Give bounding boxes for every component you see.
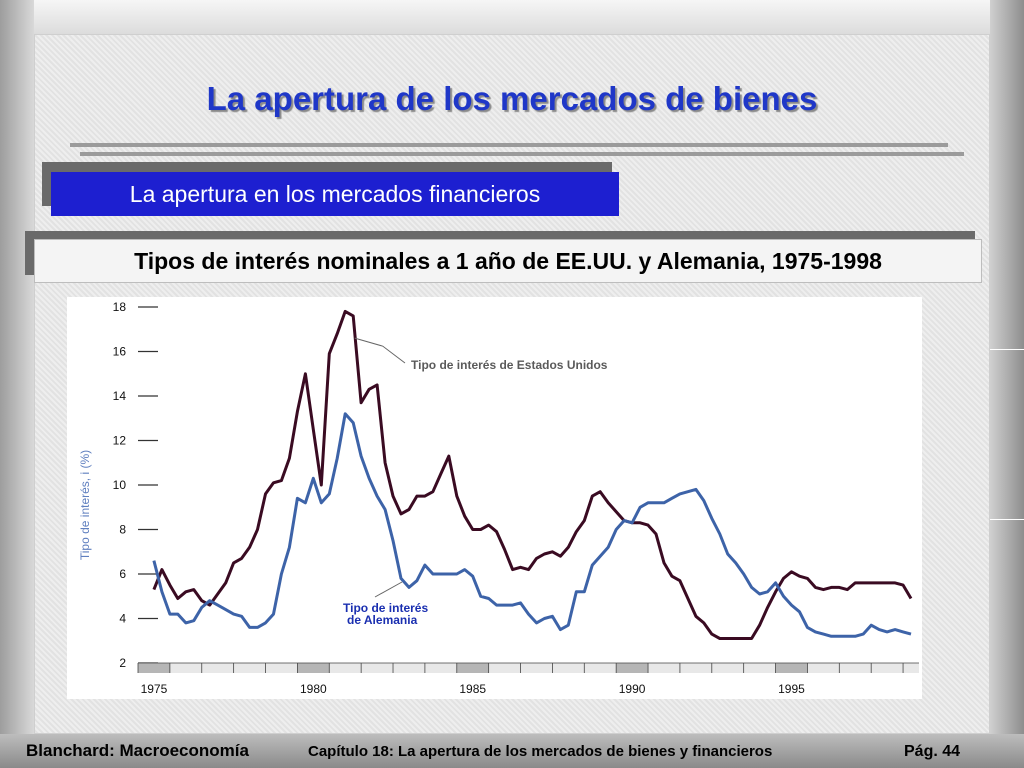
subtitle-box: La apertura en los mercados financieros — [51, 172, 619, 216]
frame-bevel-right — [990, 0, 1024, 768]
x-tick-label: 1985 — [459, 682, 486, 696]
title-rule-lower — [80, 152, 964, 156]
germany-annotation-leader — [374, 581, 403, 598]
germany-annotation-label-line2: de Alemania — [347, 613, 418, 627]
us-annotation-label: Tipo de interés de Estados Unidos — [411, 358, 608, 372]
y-tick-label: 10 — [113, 478, 127, 492]
germany-interest-rate-line — [152, 412, 912, 638]
slide-title: La apertura de los mercados de bienes — [206, 80, 818, 117]
footer-chapter: Capítulo 18: La apertura de los mercados… — [308, 743, 773, 760]
frame-bevel-left — [0, 0, 34, 768]
chart-background — [67, 297, 922, 699]
subtitle-text: La apertura en los mercados financieros — [129, 180, 541, 207]
frame-bevel-bottom — [0, 734, 1024, 768]
footer-page-number: Pág. 44 — [904, 743, 961, 760]
x-axis-band-highlight — [297, 663, 330, 673]
y-tick-label: 12 — [113, 434, 127, 448]
title-rule-upper — [70, 143, 948, 147]
x-tick-label: 1980 — [300, 682, 327, 696]
footer-author: Blanchard: Macroeconomía — [26, 741, 249, 760]
y-tick-label: 14 — [113, 389, 127, 403]
frame-bevel-top — [0, 0, 1024, 34]
y-axis-label: Tipo de interés, i (%) — [78, 450, 92, 560]
x-axis-band-highlight — [616, 663, 649, 673]
y-tick-label: 4 — [119, 612, 126, 626]
chart-heading-text: Tipos de interés nominales a 1 año de EE… — [134, 247, 882, 274]
y-tick-label: 8 — [119, 523, 126, 537]
x-axis-band-highlight — [775, 663, 808, 673]
x-tick-label: 1990 — [619, 682, 646, 696]
x-tick-label: 1995 — [778, 682, 805, 696]
interest-rate-chart: 2 4 6 8 10 12 14 16 18 Tipo de interés, i (%) 1975… — [78, 300, 919, 696]
x-tick-label: 1975 — [141, 682, 168, 696]
y-tick-label: 18 — [113, 300, 127, 314]
y-tick-label: 6 — [119, 567, 126, 581]
y-tick-label: 16 — [113, 345, 127, 359]
us-annotation-leader — [354, 337, 406, 364]
chart-heading-box: Tipos de interés nominales a 1 año de EE… — [34, 239, 982, 283]
germany-annotation-label-line1: Tipo de interés — [343, 601, 428, 615]
x-axis-band-highlight — [456, 663, 489, 673]
x-axis-band — [138, 663, 919, 673]
y-tick-label: 2 — [119, 656, 126, 670]
us-interest-rate-line — [152, 309, 913, 640]
x-axis-band-highlight — [138, 663, 170, 673]
